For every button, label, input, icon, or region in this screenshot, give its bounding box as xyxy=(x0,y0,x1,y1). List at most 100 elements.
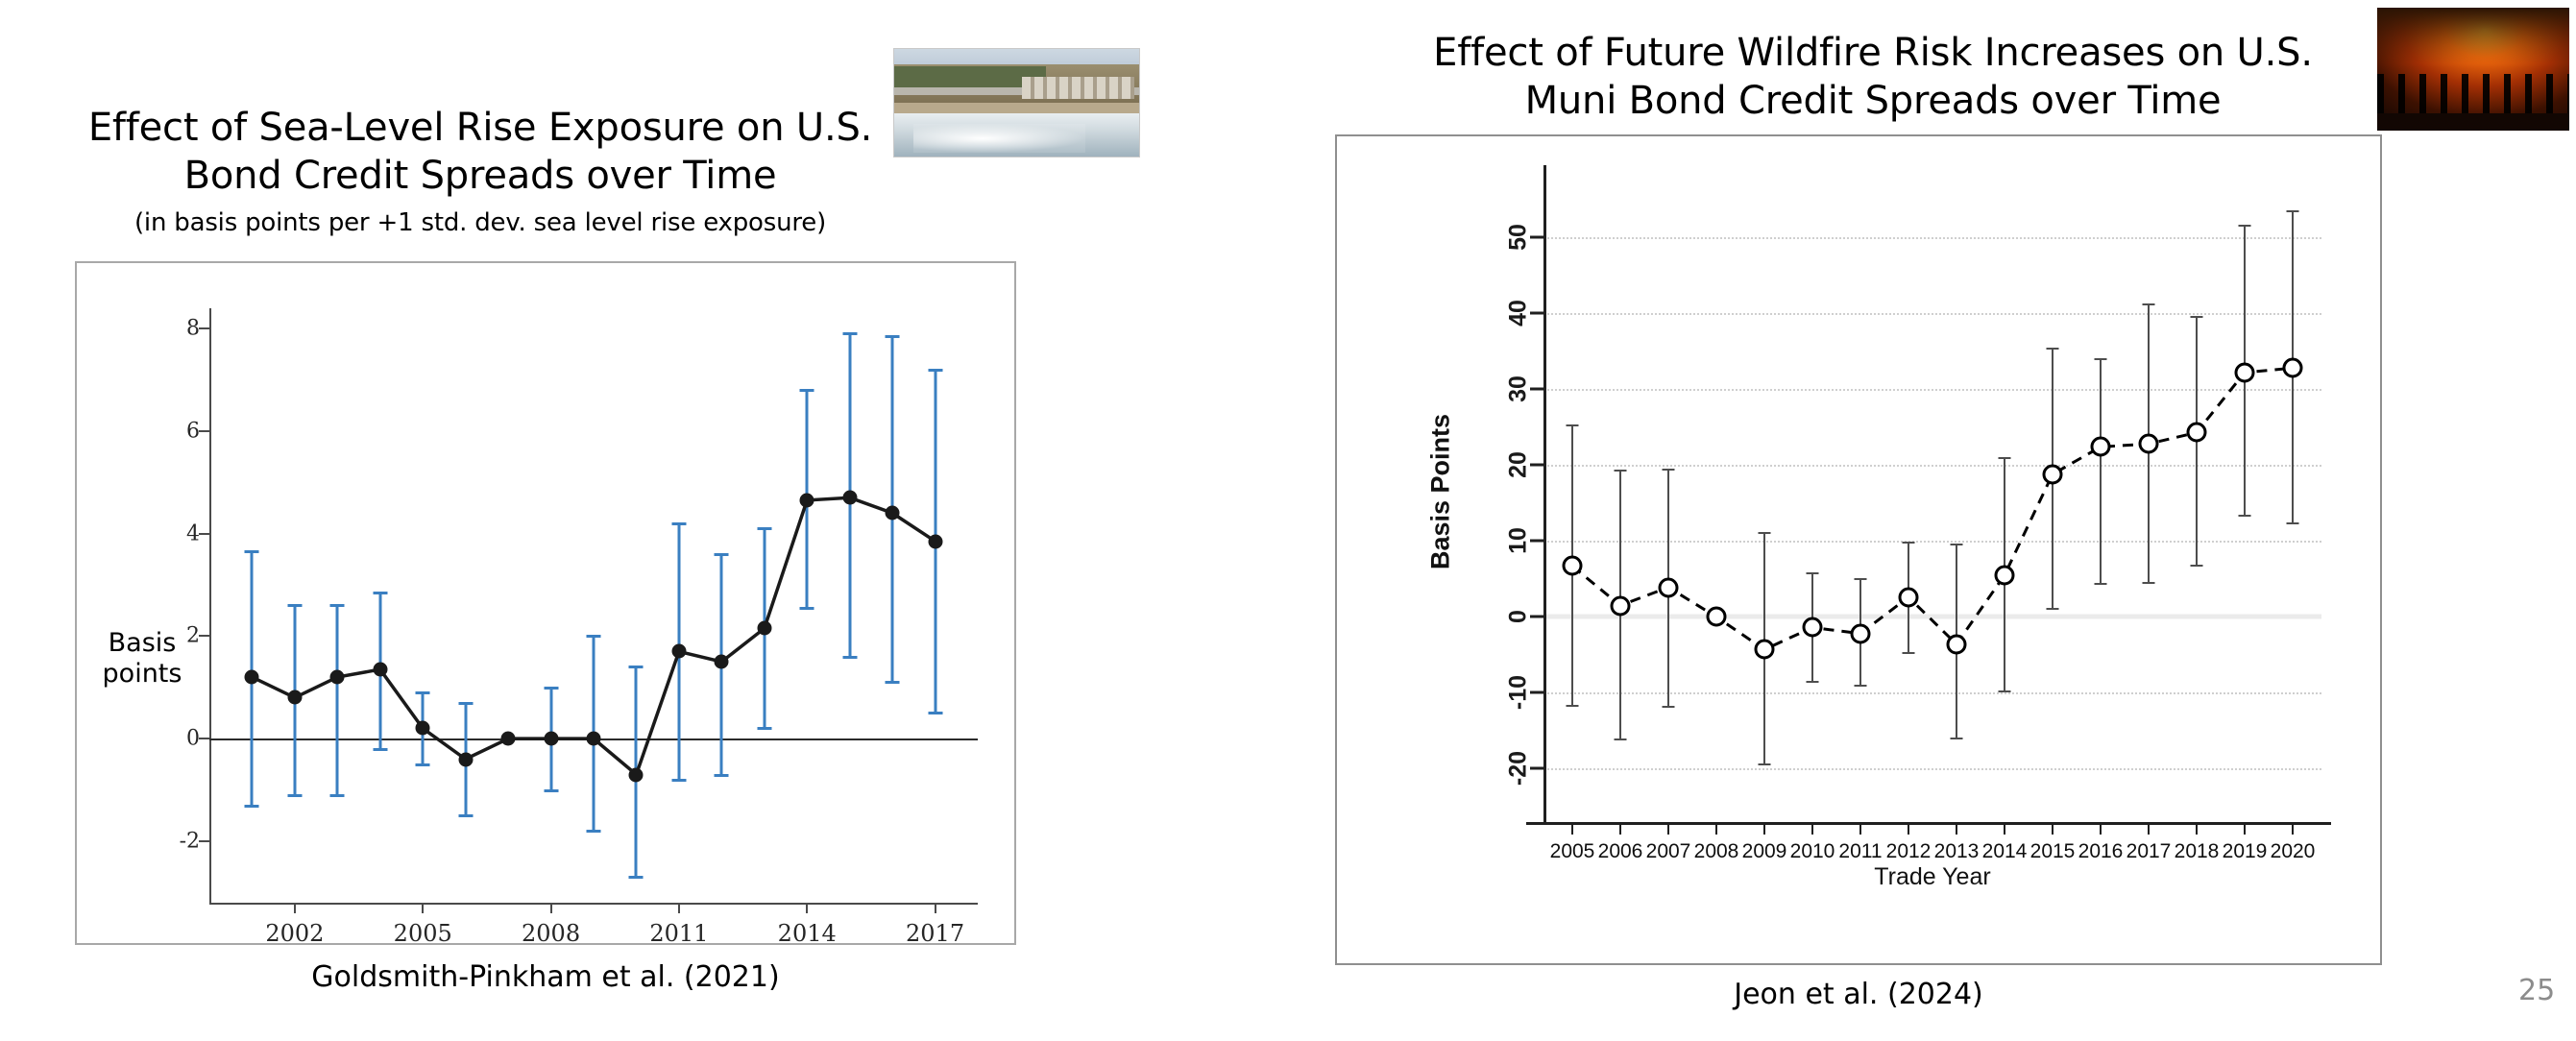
right-x-tick xyxy=(1667,823,1669,835)
right-ci-cap xyxy=(1758,763,1771,765)
right-data-point xyxy=(1610,595,1631,617)
right-x-tick-label: 2007 xyxy=(1645,840,1691,862)
right-x-tick xyxy=(2100,823,2102,835)
left-y-tick xyxy=(199,532,209,535)
left-x-axis-line xyxy=(209,903,978,905)
left-data-point xyxy=(799,493,814,508)
left-data-point xyxy=(928,534,943,549)
left-ci-cap xyxy=(671,521,687,525)
left-y-tick-label: -2 xyxy=(179,829,200,854)
left-x-tick xyxy=(934,903,936,913)
right-y-tick-label: 50 xyxy=(1504,224,1532,252)
left-data-point xyxy=(671,643,687,659)
left-ci-cap xyxy=(415,691,430,695)
left-x-tick-label: 2005 xyxy=(393,920,452,947)
left-data-point xyxy=(842,490,858,505)
left-ci-cap xyxy=(544,788,559,792)
left-ci-cap xyxy=(671,778,687,782)
right-x-tick-label: 2014 xyxy=(1981,840,2028,862)
right-x-tick xyxy=(1811,823,1813,835)
right-ci-cap xyxy=(2190,316,2203,319)
left-y-tick xyxy=(199,839,209,842)
right-panel: Effect of Future Wildfire Risk Increases… xyxy=(1335,0,2576,1041)
left-y-axis-line xyxy=(209,307,211,903)
right-x-tick-label: 2008 xyxy=(1693,840,1739,862)
left-data-point xyxy=(500,731,516,746)
left-x-tick xyxy=(422,903,425,913)
right-x-tick-label: 2006 xyxy=(1597,840,1643,862)
right-confidence-interval xyxy=(2100,358,2102,585)
right-ci-cap xyxy=(1902,651,1915,654)
left-data-point xyxy=(628,767,644,783)
left-title-line-1: Effect of Sea-Level Rise Exposure on U.S… xyxy=(87,106,873,150)
left-ci-cap xyxy=(842,332,858,336)
right-y-tick-label: 10 xyxy=(1504,527,1532,555)
left-x-tick xyxy=(806,903,809,913)
right-ci-cap xyxy=(2046,608,2059,611)
right-ci-cap xyxy=(2238,515,2251,518)
right-gridline xyxy=(1543,465,2321,468)
left-y-tick-label: 2 xyxy=(186,623,200,648)
right-data-point xyxy=(1898,587,1919,608)
left-ci-cap xyxy=(799,607,814,610)
left-x-tick xyxy=(677,903,680,913)
right-y-tick-label: -20 xyxy=(1504,751,1532,787)
left-y-tick xyxy=(199,635,209,638)
left-ci-cap xyxy=(586,830,601,834)
wildfire-photo xyxy=(2377,8,2569,131)
right-y-tick xyxy=(1530,387,1543,391)
left-subtitle: (in basis points per +1 std. dev. sea le… xyxy=(134,208,827,237)
right-data-point xyxy=(1658,577,1679,598)
left-ci-cap xyxy=(244,550,259,554)
left-x-tick-label: 2011 xyxy=(649,920,709,947)
right-y-tick xyxy=(1530,463,1543,467)
right-zero-line xyxy=(1543,614,2321,619)
right-data-point xyxy=(1706,606,1727,627)
right-data-point xyxy=(1754,639,1775,660)
left-data-point xyxy=(415,720,430,736)
left-ci-cap xyxy=(373,591,388,594)
left-data-point xyxy=(885,505,900,520)
right-ci-cap xyxy=(1662,469,1675,472)
right-x-tick xyxy=(1571,823,1573,835)
right-ci-cap xyxy=(1806,680,1819,683)
left-data-point xyxy=(757,620,772,636)
right-data-point xyxy=(2090,436,2111,457)
right-y-axis-label: Basis Points xyxy=(1425,413,1455,570)
right-y-tick xyxy=(1530,615,1543,618)
left-x-tick xyxy=(549,903,552,913)
photo-ground xyxy=(2377,113,2569,131)
left-data-point xyxy=(544,731,559,746)
left-ci-cap xyxy=(714,773,729,777)
left-title-line-2: Bond Credit Spreads over Time xyxy=(183,154,777,198)
right-x-tick xyxy=(1908,823,1909,835)
left-ci-cap xyxy=(329,793,345,797)
left-data-point xyxy=(458,752,474,766)
right-ci-cap xyxy=(2094,583,2107,586)
right-y-tick-label: 0 xyxy=(1504,610,1532,624)
left-ci-cap xyxy=(458,814,474,818)
left-y-tick-label: 0 xyxy=(186,726,200,751)
right-ci-cap xyxy=(2238,224,2251,227)
right-data-point xyxy=(1850,623,1871,644)
right-data-point xyxy=(1802,617,1823,638)
left-y-tick xyxy=(199,327,209,330)
right-x-tick-label: 2015 xyxy=(2029,840,2076,862)
right-x-tick-label: 2013 xyxy=(1933,840,1980,862)
right-gridline xyxy=(1543,389,2321,392)
right-x-axis-label: Trade Year xyxy=(1874,863,1991,890)
left-ci-cap xyxy=(458,701,474,705)
left-x-tick xyxy=(293,903,296,913)
right-citation: Jeon et al. (2024) xyxy=(1734,978,1983,1011)
right-y-axis-line xyxy=(1543,165,1546,822)
left-y-axis-label: Basis points xyxy=(85,628,200,690)
left-ci-cap xyxy=(373,747,388,751)
photo-road xyxy=(894,87,1139,96)
left-ci-cap xyxy=(757,527,772,531)
photo-smoke xyxy=(2377,8,2569,63)
right-y-tick xyxy=(1530,311,1543,315)
right-y-tick-label: -10 xyxy=(1504,675,1532,711)
right-x-tick xyxy=(1763,823,1765,835)
right-x-tick xyxy=(2196,823,2198,835)
left-ci-cap xyxy=(885,335,900,339)
